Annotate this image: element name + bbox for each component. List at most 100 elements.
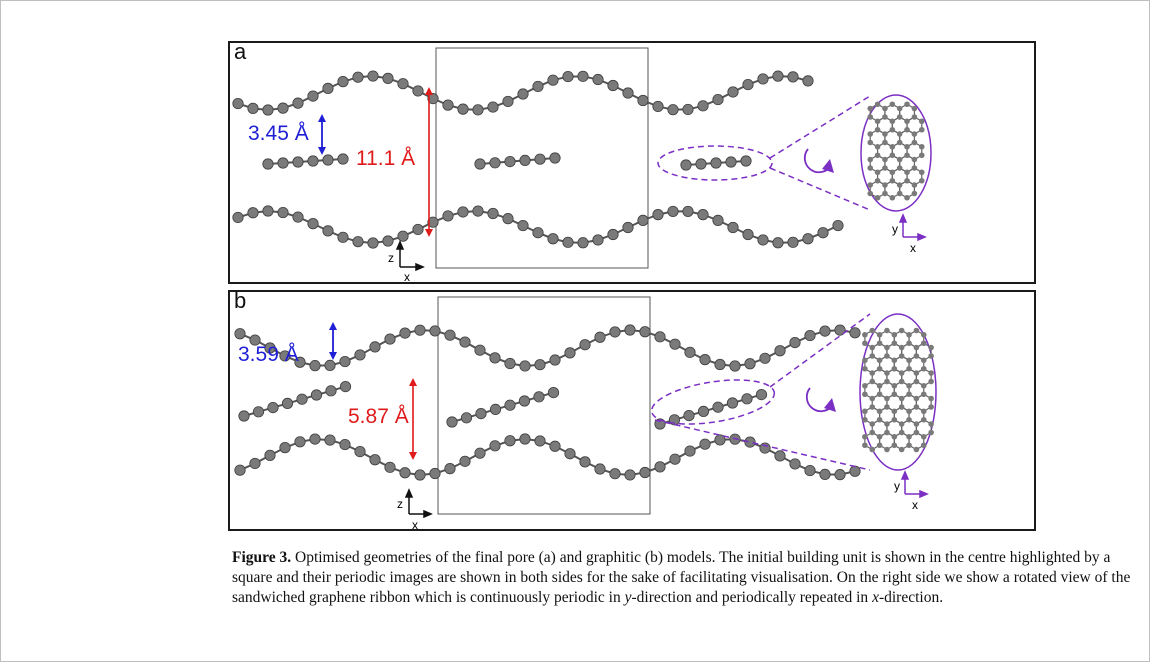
carbon-atom: [279, 350, 291, 362]
carbon-atom: [759, 442, 771, 454]
carbon-atom: [367, 237, 379, 249]
interlayer-arrow: [329, 322, 337, 360]
carbon-atom: [804, 464, 816, 477]
carbon-atom: [238, 410, 250, 422]
carbon-atom: [891, 331, 898, 338]
carbon-atom: [874, 194, 881, 201]
carbon-atom: [369, 341, 381, 353]
panel-a-drawing: z x y x: [232, 47, 932, 282]
pore-arrow: [409, 378, 417, 460]
carbon-atom: [920, 357, 927, 364]
caption-label: Figure 3.: [232, 549, 292, 566]
carbon-atom: [444, 329, 456, 341]
carbon-atom: [247, 102, 259, 114]
carbon-atom: [876, 433, 883, 440]
carbon-atom: [622, 87, 634, 99]
graphene-ribbon-view: [867, 101, 925, 201]
carbon-atom: [898, 327, 905, 334]
carbon-atom: [339, 355, 351, 368]
carbon-atom: [896, 139, 903, 146]
carbon-atom: [562, 236, 574, 248]
carbon-atom: [896, 165, 903, 171]
carbon-atom: [913, 446, 920, 453]
graphene-ribbon-view: [862, 327, 934, 453]
carbon-atom: [911, 105, 918, 112]
panel-label: b: [234, 290, 247, 313]
carbon-atom: [624, 324, 636, 336]
carbon-atom: [913, 395, 920, 402]
axis-x-label-2: x: [910, 241, 916, 255]
carbon-atom: [639, 326, 651, 338]
carbon-atom: [397, 78, 409, 90]
carbon-atom: [874, 101, 881, 108]
carbon-atom: [474, 344, 486, 356]
carbon-atom: [534, 359, 546, 371]
carbon-atom: [325, 385, 337, 397]
carbon-atom: [234, 464, 246, 476]
carbon-atom: [904, 118, 910, 125]
carbon-atom: [624, 469, 636, 481]
axis-z-label: z: [397, 497, 403, 511]
carbon-atom: [489, 440, 501, 452]
carbon-atom: [876, 408, 883, 415]
carbon-atom: [429, 467, 441, 480]
carbon-atom: [277, 157, 289, 169]
carbon-atom: [913, 327, 920, 334]
carbon-atom: [867, 156, 874, 163]
carbon-atom: [337, 231, 349, 243]
carbon-atom: [533, 391, 545, 403]
carbon-atom: [412, 85, 424, 97]
carbon-atom: [309, 360, 321, 372]
carbon-atom: [337, 76, 349, 88]
carbon-atom: [594, 331, 606, 343]
carbon-atom: [904, 143, 910, 150]
carbon-atom: [862, 391, 868, 398]
carbon-atom: [264, 342, 276, 354]
carbon-atom: [384, 461, 396, 473]
carbon-atom: [869, 429, 876, 436]
carbon-atom: [898, 404, 905, 410]
axis-x-label-2: x: [912, 498, 918, 512]
carbon-atom: [889, 118, 896, 125]
carbon-atom: [714, 434, 726, 446]
carbon-atom: [819, 468, 831, 480]
carbon-atom: [913, 353, 920, 359]
carbon-atom: [898, 378, 905, 385]
carbon-atom: [862, 365, 868, 372]
carbon-atom: [682, 205, 694, 218]
carbon-atom: [369, 454, 381, 466]
carbon-atom: [904, 126, 910, 133]
carbon-atom: [876, 357, 883, 364]
carbon-atom: [913, 429, 920, 436]
carbon-atom: [667, 205, 679, 218]
carbon-atom: [906, 416, 912, 423]
carbon-atom: [884, 370, 890, 376]
carbon-atom: [684, 445, 696, 457]
carbon-atom: [309, 433, 321, 445]
carbon-atom: [913, 370, 920, 376]
carbon-atom: [294, 356, 306, 368]
carbon-atom: [869, 421, 876, 427]
carbon-atom: [920, 442, 927, 449]
carbon-atom: [712, 214, 724, 226]
carbon-atom: [862, 340, 868, 347]
carbon-atom: [697, 405, 710, 418]
carbon-atom: [876, 340, 883, 347]
carbon-atom: [742, 78, 754, 91]
carbon-atom: [884, 421, 890, 427]
carbon-atom: [832, 219, 844, 232]
carbon-atom: [517, 88, 529, 100]
panel-b: z x y x b 3.59 Å 5.87 Å: [228, 290, 1036, 531]
carbon-atom: [884, 404, 890, 410]
carbon-atom: [874, 118, 881, 125]
carbon-atom: [789, 458, 801, 470]
carbon-atom: [789, 336, 801, 349]
carbon-atom: [534, 435, 546, 447]
carbon-atom: [898, 429, 905, 436]
carbon-atom: [607, 79, 619, 92]
rotation-arrow-icon: [803, 148, 834, 174]
carbon-atom: [354, 445, 366, 458]
carbon-atom: [911, 182, 918, 188]
carbon-atom: [891, 416, 898, 423]
caption-text: Optimised geometries of the final pore (…: [232, 549, 1131, 606]
